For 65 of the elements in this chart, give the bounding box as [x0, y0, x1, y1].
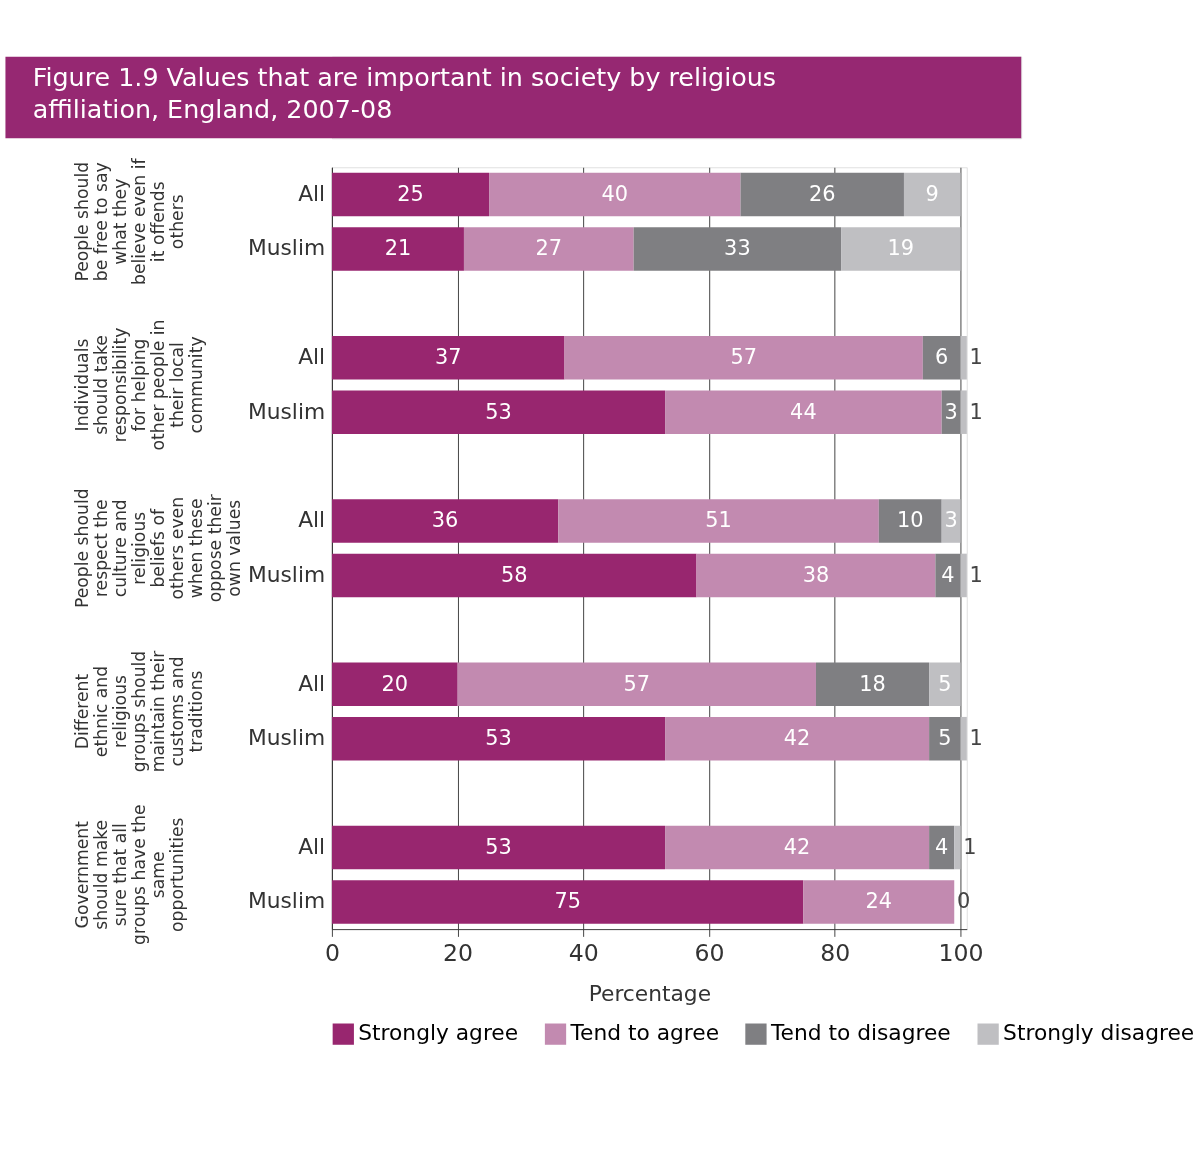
data-label: 1	[969, 562, 983, 587]
data-label: 57	[730, 345, 757, 370]
text: Individuals should take responsibility for helping other people in their local community	[71, 319, 207, 451]
data-label: 40	[601, 181, 629, 206]
y-tick-label: All	[298, 344, 326, 370]
x-tick-label: 40	[568, 939, 599, 968]
data-label: 24	[865, 889, 893, 914]
data-label: 5	[938, 726, 952, 751]
data-label: 4	[935, 834, 949, 859]
legend-label: Tend to disagree	[769, 1020, 951, 1046]
y-tick-label: All	[298, 670, 326, 696]
data-label: 27	[535, 236, 563, 261]
data-label: 21	[384, 236, 412, 261]
data-label: 57	[623, 671, 651, 696]
data-label: 25	[397, 181, 424, 206]
x-tick-label: 80	[820, 939, 851, 968]
data-label: 6	[935, 345, 949, 370]
y-tick-label: All	[298, 507, 326, 533]
chart-title: Figure 1.9 Values that are important in society by religious affiliation, England, 2007-08	[32, 61, 777, 125]
x-tick-label: 0	[324, 939, 340, 968]
y-tick-label: All	[298, 833, 326, 859]
text: Government should make sure that all groups have the same opportunities	[71, 804, 188, 945]
data-label: 53	[485, 834, 512, 859]
data-label: 75	[554, 889, 581, 914]
data-label: 42	[783, 834, 811, 859]
x-tick-label: 20	[443, 939, 474, 968]
x-axis-title: Percentage	[588, 981, 712, 1007]
y-tick-label: Muslim	[247, 398, 326, 424]
legend-label: Strongly disagree	[1003, 1020, 1195, 1046]
data-label: 37	[434, 345, 462, 370]
data-label: 38	[802, 562, 830, 587]
data-label: 20	[381, 671, 409, 696]
data-label: 1	[969, 726, 983, 751]
text: People should respect the culture and religious beliefs of others even when these oppose their own values	[71, 488, 245, 609]
data-label: 3	[944, 399, 958, 424]
y-tick-label: All	[298, 180, 326, 206]
legend-label: Tend to agree	[569, 1020, 720, 1046]
data-label: 10	[896, 508, 924, 533]
data-label: 5	[938, 671, 952, 696]
data-label: 19	[887, 236, 915, 261]
data-label: 53	[485, 726, 512, 751]
legend-label: Strongly agree	[358, 1020, 519, 1046]
y-tick-label: Muslim	[247, 725, 326, 751]
data-label: 1	[969, 345, 983, 370]
text: Different ethnic and religious groups should maintain their customs and traditions	[71, 649, 207, 773]
data-label: 9	[925, 181, 939, 206]
data-label: 26	[808, 181, 836, 206]
data-label: 33	[724, 236, 751, 261]
y-tick-label: Muslim	[247, 561, 326, 587]
data-label: 51	[705, 508, 732, 533]
x-tick-label: 60	[694, 939, 725, 968]
data-label: 53	[485, 399, 512, 424]
data-label: 3	[944, 508, 958, 533]
data-label: 36	[431, 508, 459, 533]
x-tick-label: 100	[938, 939, 984, 968]
data-label: 1	[963, 834, 977, 859]
y-tick-label: Muslim	[247, 888, 326, 914]
y-tick-label: Muslim	[247, 235, 326, 261]
data-label: 42	[783, 726, 811, 751]
data-label: 4	[941, 562, 955, 587]
data-label: 1	[969, 399, 983, 424]
text: People should be free to say what they believe even if it offends others	[71, 157, 188, 286]
data-label: 58	[500, 562, 528, 587]
data-label: 44	[790, 399, 817, 424]
data-label: 18	[859, 671, 886, 696]
